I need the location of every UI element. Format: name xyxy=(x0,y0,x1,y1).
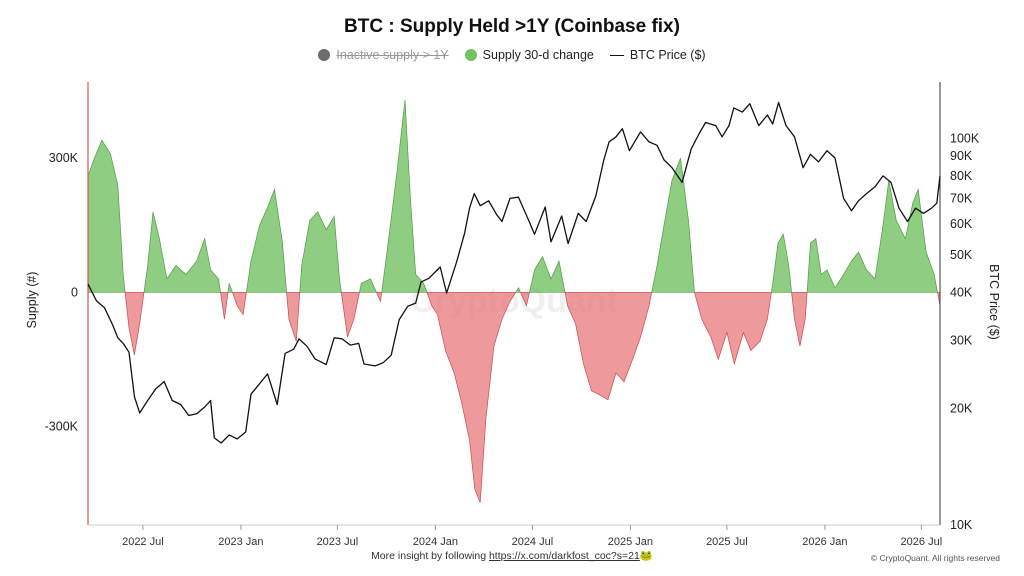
supply-negative-area xyxy=(564,291,653,401)
supply-negative-area xyxy=(124,291,145,356)
x-tick-label: 2025 Jul xyxy=(706,536,748,548)
supply-negative-area xyxy=(220,291,229,320)
right-tick-label: 10K xyxy=(950,518,973,532)
right-tick-label: 40K xyxy=(950,285,973,299)
supply-change-area xyxy=(87,99,941,503)
supply-positive-area xyxy=(651,157,695,293)
supply-negative-area xyxy=(286,291,301,342)
x-tick-label: 2023 Jul xyxy=(317,536,359,548)
supply-negative-area xyxy=(693,291,772,366)
legend-item-supply-change[interactable]: Supply 30-d change xyxy=(464,48,594,62)
right-tick-label: 30K xyxy=(950,334,973,348)
legend-label: BTC Price ($) xyxy=(629,48,706,62)
supply-positive-area xyxy=(299,211,342,293)
right-tick-label: 70K xyxy=(950,191,973,205)
legend-label: Inactive supply > 1Y xyxy=(336,48,449,62)
chart-legend: Inactive supply > 1Y Supply 30-d change … xyxy=(0,48,1024,62)
x-tick-label: 2022 Jul xyxy=(122,536,164,548)
legend-dot-icon xyxy=(464,49,477,61)
supply-negative-area xyxy=(340,291,360,338)
x-tick-label: 2026 Jan xyxy=(802,536,847,548)
supply-positive-area xyxy=(245,188,287,293)
supply-positive-area xyxy=(227,283,233,293)
supply-positive-area xyxy=(143,211,221,293)
right-tick-label: 20K xyxy=(950,402,973,416)
x-tick-label: 2025 Jan xyxy=(608,536,653,548)
right-tick-label: 100K xyxy=(950,131,980,145)
legend-line-icon xyxy=(609,54,624,56)
right-tick-label: 90K xyxy=(950,149,973,163)
supply-negative-area xyxy=(375,291,383,303)
supply-negative-area xyxy=(519,291,530,307)
right-tick-label: 80K xyxy=(950,169,973,183)
btc-price-line xyxy=(87,101,941,444)
frog-emoji-icon: 🐸 xyxy=(639,550,653,562)
supply-positive-area xyxy=(806,180,938,293)
right-axis-title: BTC Price ($) xyxy=(987,264,1001,340)
chart-title: BTC : Supply Held >1Y (Coinbase fix) xyxy=(344,16,680,37)
x-tick-label: 2023 Jan xyxy=(218,536,263,548)
left-axis-title: Supply (#) xyxy=(25,272,39,329)
copyright: © CryptoQuant. All rights reserved xyxy=(870,553,1000,563)
left-tick-label: 300K xyxy=(49,151,79,165)
legend-item-inactive-supply[interactable]: Inactive supply > 1Y xyxy=(318,48,449,62)
left-tick-label: -300K xyxy=(45,420,79,434)
footer: More insight by following https://x.com/… xyxy=(0,549,1024,562)
supply-positive-area xyxy=(87,139,126,293)
right-tick-label: 60K xyxy=(950,217,973,231)
x-tick-label: 2024 Jan xyxy=(413,536,458,548)
x-tick-label: 2024 Jul xyxy=(512,536,554,548)
footer-link[interactable]: https://x.com/darkfost_coc?s=21 xyxy=(488,550,640,562)
legend-label: Supply 30-d change xyxy=(482,48,594,62)
legend-dot-icon xyxy=(318,49,331,61)
legend-item-btc-price[interactable]: BTC Price ($) xyxy=(609,48,706,62)
supply-positive-area xyxy=(359,278,378,293)
axes xyxy=(87,82,941,530)
supply-positive-area xyxy=(529,255,566,293)
supply-negative-area xyxy=(426,291,517,503)
axis-labels: 300K 0 -300K 100K 90K 80K 70K 60K 50K 40K 30K 20K 10… xyxy=(25,131,1001,548)
right-tick-label: 50K xyxy=(950,248,973,262)
left-tick-label: 0 xyxy=(71,285,78,299)
supply-positive-area xyxy=(381,99,428,293)
btc-price-path xyxy=(87,101,941,444)
supply-negative-area xyxy=(791,291,808,347)
supply-positive-area xyxy=(515,287,522,293)
x-tick-label: 2026 Jul xyxy=(901,536,943,548)
supply-positive-area xyxy=(770,233,792,293)
supply-negative-area xyxy=(231,291,247,316)
footer-text: More insight by following xyxy=(371,550,487,562)
